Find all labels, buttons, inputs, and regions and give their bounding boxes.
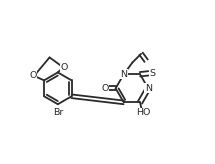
Text: N: N bbox=[145, 84, 152, 93]
Text: N: N bbox=[120, 70, 127, 79]
Text: O: O bbox=[29, 71, 37, 80]
Text: O: O bbox=[101, 84, 109, 93]
Text: O: O bbox=[60, 63, 68, 72]
Text: S: S bbox=[149, 69, 155, 78]
Text: HO: HO bbox=[137, 108, 151, 117]
Text: Br: Br bbox=[53, 108, 63, 117]
